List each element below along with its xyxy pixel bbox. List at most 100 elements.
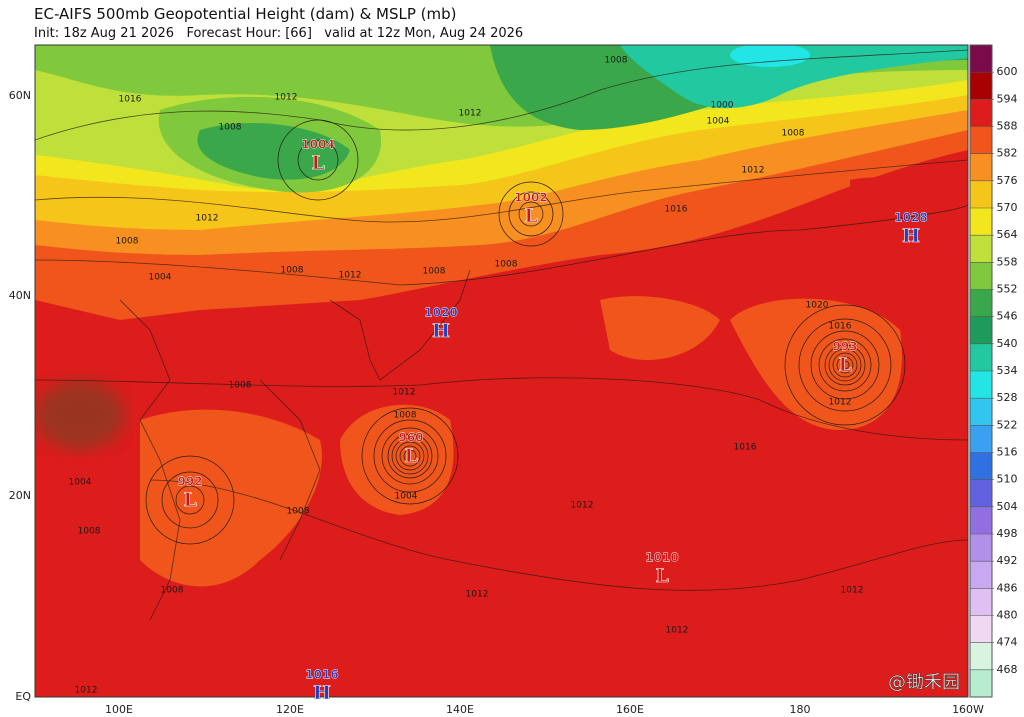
lon-label: 120E bbox=[276, 703, 304, 716]
colorbar-label: 534 bbox=[997, 364, 1018, 377]
pressure-value: 960 bbox=[398, 431, 423, 445]
pressure-type: H bbox=[902, 225, 920, 247]
colorbar-segment bbox=[970, 669, 992, 697]
pressure-value: 993 bbox=[832, 340, 857, 354]
lon-label: 160E bbox=[616, 703, 644, 716]
contour-label: 1012 bbox=[459, 109, 482, 119]
colorbar-segment bbox=[970, 588, 992, 616]
contour-label: 1016 bbox=[829, 322, 852, 332]
colorbar-segment bbox=[970, 398, 992, 426]
contour-label: 1008 bbox=[116, 237, 139, 247]
pressure-type: H bbox=[313, 682, 331, 704]
colorbar-label: 588 bbox=[997, 120, 1018, 133]
colorbar-label: 564 bbox=[997, 228, 1018, 241]
colorbar-label: 552 bbox=[997, 283, 1018, 296]
contour-label: 1012 bbox=[841, 586, 864, 596]
contour-label: 1012 bbox=[466, 590, 489, 600]
colorbar-segment bbox=[970, 180, 992, 208]
colorbar-segment bbox=[970, 235, 992, 263]
colorbar-label: 474 bbox=[997, 636, 1018, 649]
colorbar-label: 492 bbox=[997, 554, 1018, 567]
contour-label: 1016 bbox=[119, 95, 142, 105]
contour-label: 1004 bbox=[69, 478, 92, 488]
pressure-value: 1010 bbox=[645, 551, 678, 565]
pressure-value: 1020 bbox=[424, 306, 457, 320]
lat-label: 40N bbox=[9, 289, 31, 302]
colorbar-segment bbox=[970, 452, 992, 480]
colorbar-label: 582 bbox=[997, 147, 1018, 160]
pressure-type: L bbox=[311, 152, 324, 174]
pressure-value: 1028 bbox=[894, 211, 927, 225]
colorbar-segment bbox=[970, 561, 992, 589]
colorbar-segment bbox=[970, 153, 992, 181]
colorbar-label: 540 bbox=[997, 337, 1018, 350]
colorbar-segment bbox=[970, 506, 992, 534]
contour-label: 1000 bbox=[711, 101, 734, 111]
contour-label: 1004 bbox=[149, 273, 172, 283]
contour-label: 1008 bbox=[287, 507, 310, 517]
colorbar-segment bbox=[970, 262, 992, 290]
colorbar-label: 486 bbox=[997, 581, 1018, 594]
colorbar-label: 546 bbox=[997, 310, 1018, 323]
contour-label: 1008 bbox=[229, 381, 252, 391]
lon-label: 100E bbox=[105, 703, 133, 716]
contour-label: 1008 bbox=[605, 56, 628, 66]
watermark: @锄禾园 bbox=[888, 672, 960, 693]
pressure-value: 1004 bbox=[301, 138, 334, 152]
colorbar-label: 528 bbox=[997, 391, 1018, 404]
contour-label: 1008 bbox=[394, 411, 417, 421]
contour-label: 1020 bbox=[806, 301, 829, 311]
contour-label: 1012 bbox=[275, 93, 298, 103]
contour-label: 1008 bbox=[423, 267, 446, 277]
pressure-value: 1002 bbox=[514, 191, 547, 205]
pressure-type: L bbox=[404, 445, 417, 467]
pressure-type: L bbox=[524, 205, 537, 227]
contour-label: 1008 bbox=[281, 266, 304, 276]
colorbar-label: 522 bbox=[997, 418, 1018, 431]
colorbar-label: 480 bbox=[997, 609, 1018, 622]
colorbar-segment bbox=[970, 289, 992, 317]
contour-label: 1012 bbox=[742, 166, 765, 176]
colorbar-label: 576 bbox=[997, 174, 1018, 187]
contour-label: 1012 bbox=[196, 214, 219, 224]
colorbar-segment bbox=[970, 615, 992, 643]
colorbar-label: 558 bbox=[997, 255, 1018, 268]
contour-label: 1012 bbox=[393, 388, 416, 398]
colorbar-segment bbox=[970, 316, 992, 344]
contour-label: 1012 bbox=[339, 271, 362, 281]
colorbar-segment bbox=[970, 479, 992, 507]
lon-label: 180 bbox=[790, 703, 811, 716]
contour-label: 1008 bbox=[782, 129, 805, 139]
contour-label: 1016 bbox=[665, 205, 688, 215]
colorbar-segment bbox=[970, 343, 992, 371]
pressure-type: L bbox=[183, 489, 196, 511]
colorbar-segment bbox=[970, 72, 992, 100]
lat-label: EQ bbox=[15, 690, 31, 703]
lat-label: 60N bbox=[9, 89, 31, 102]
contour-label: 1004 bbox=[707, 117, 730, 127]
contour-label: 1012 bbox=[666, 626, 689, 636]
contour-label: 1012 bbox=[829, 398, 852, 408]
colorbar-segment bbox=[970, 534, 992, 562]
colorbar-segment bbox=[970, 99, 992, 127]
contour-label: 1008 bbox=[78, 527, 101, 537]
lon-label: 160W bbox=[952, 703, 984, 716]
colorbar-label: 510 bbox=[997, 473, 1018, 486]
colorbar-label: 594 bbox=[997, 92, 1018, 105]
colorbar-label: 600 bbox=[997, 65, 1018, 78]
pressure-type: H bbox=[432, 320, 450, 342]
colorbar-label: 516 bbox=[997, 446, 1018, 459]
contour-label: 1008 bbox=[495, 260, 518, 270]
colorbar-label: 570 bbox=[997, 201, 1018, 214]
contour-label: 1008 bbox=[161, 586, 184, 596]
contour-label: 1016 bbox=[734, 443, 757, 453]
colorbar-segment bbox=[970, 371, 992, 399]
colorbar-segment bbox=[970, 126, 992, 154]
pressure-value: 992 bbox=[177, 475, 202, 489]
colorbar-label: 498 bbox=[997, 527, 1018, 540]
lat-label: 20N bbox=[9, 489, 31, 502]
contour-label: 1004 bbox=[395, 492, 418, 502]
contour-label: 1012 bbox=[571, 501, 594, 511]
